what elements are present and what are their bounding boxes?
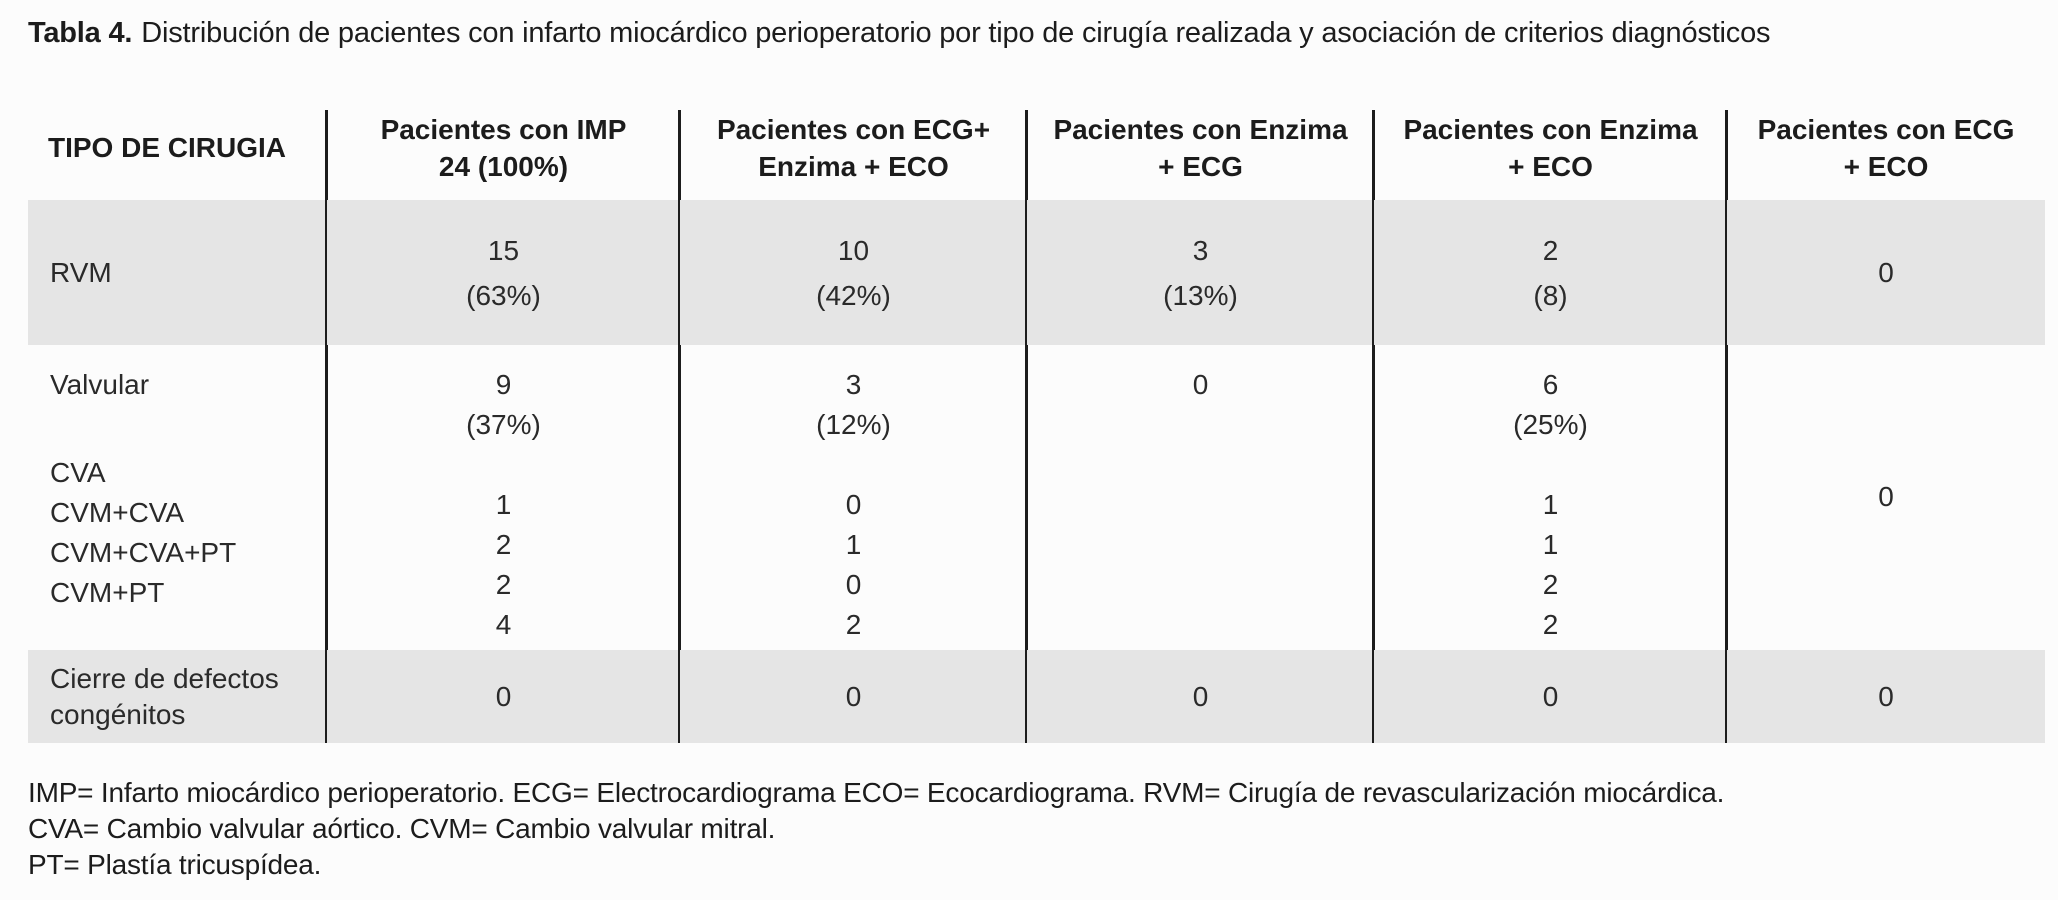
- value-count: 15: [487, 235, 520, 266]
- value-count: 0: [495, 680, 512, 712]
- row-valvular-ecg-enzima-eco-cell: 3 (12%) 0 1 0 2: [680, 345, 1028, 650]
- row-rvm-imp-cell: 15 (63%): [327, 200, 681, 345]
- header-enzima-eco: Pacientes con Enzima + ECO: [1374, 95, 1728, 200]
- row-cierre-ecg-eco-cell: 0: [1727, 650, 2045, 743]
- header-line1: Pacientes con Enzima: [1053, 114, 1348, 145]
- data-table: TIPO DE CIRUGIA Pacientes con IMP 24 (10…: [28, 95, 2045, 743]
- surgery-type-label: Cierre de defectos congénitos: [50, 661, 279, 733]
- row-cierre-enzima-ecg-cell: 0: [1027, 650, 1375, 743]
- label-line2: congénitos: [50, 698, 186, 730]
- sub-label: CVM+CVA+PT: [50, 537, 237, 568]
- value-count: 6: [1542, 369, 1559, 400]
- header-ecg-enzima-eco: Pacientes con ECG+ Enzima + ECO: [680, 95, 1028, 200]
- surgery-type-label: RVM: [50, 257, 112, 288]
- sub-values: 1 2 2 4: [327, 485, 680, 645]
- value-count: 3: [845, 369, 862, 400]
- header-line1: Pacientes con ECG: [1757, 114, 2015, 145]
- row-cierre-enzima-eco-cell: 0: [1374, 650, 1728, 743]
- sub-values: 0 1 0 2: [680, 485, 1027, 645]
- sub-value: 2: [845, 609, 862, 640]
- header-tipo-de-cirugia: TIPO DE CIRUGIA: [28, 95, 328, 200]
- valvular-sub-labels: CVA CVM+CVA CVM+CVA+PT CVM+PT: [50, 453, 327, 613]
- value-percent: (25%): [1513, 409, 1588, 440]
- sub-value: 4: [495, 609, 512, 640]
- value-percent: (8): [1533, 280, 1568, 311]
- sub-value: 0: [845, 569, 862, 600]
- table-footnotes: IMP= Infarto miocárdico perioperatorio. …: [28, 775, 2045, 883]
- footnote-abbreviations-1: IMP= Infarto miocárdico perioperatorio. …: [28, 777, 1725, 808]
- row-valvular-enzima-eco-cell: 6 (25%) 1 1 2 2: [1374, 345, 1728, 650]
- sub-value: 2: [495, 569, 512, 600]
- sub-value: 0: [845, 489, 862, 520]
- value-count: 0: [1542, 680, 1559, 712]
- header-line2: Enzima + ECO: [758, 151, 949, 182]
- table-number: Tabla 4.: [28, 17, 133, 49]
- table-caption: Distribución de pacientes con infarto mi…: [141, 17, 1771, 49]
- value-percent: (12%): [816, 409, 891, 440]
- sub-label: CVM+CVA: [50, 497, 185, 528]
- value-percent: (42%): [816, 280, 891, 311]
- header-line2: + ECO: [1508, 151, 1593, 182]
- value-count: 2: [1542, 235, 1559, 266]
- row-rvm-enzima-ecg-cell: 3 (13%): [1027, 200, 1375, 345]
- value-count: 10: [837, 235, 870, 266]
- row-valvular-ecg-eco-cell: 0: [1727, 345, 2045, 650]
- header-line1: Pacientes con IMP: [380, 114, 627, 145]
- header-line2: + ECG: [1158, 151, 1243, 182]
- row-cierre-label-cell: Cierre de defectos congénitos: [28, 650, 328, 743]
- value-count: 0: [1192, 680, 1209, 712]
- row-rvm-enzima-eco-cell: 2 (8): [1374, 200, 1728, 345]
- header-line1: Pacientes con ECG+: [716, 114, 991, 145]
- value-count: 0: [1878, 680, 1894, 712]
- footnote-abbreviations-3: PT= Plastía tricuspídea.: [28, 849, 322, 880]
- row-cierre-ecg-enzima-eco-cell: 0: [680, 650, 1028, 743]
- sub-label: CVA: [50, 457, 106, 488]
- header-line2: + ECO: [1843, 151, 1929, 182]
- row-valvular-imp-cell: 9 (37%) 1 2 2 4: [327, 345, 681, 650]
- header-ecg-eco: Pacientes con ECG + ECO: [1727, 95, 2045, 200]
- value-percent: (63%): [466, 280, 541, 311]
- label-line1: Cierre de defectos: [50, 662, 279, 694]
- header-enzima-ecg: Pacientes con Enzima + ECG: [1027, 95, 1375, 200]
- value-count: 3: [1192, 235, 1209, 266]
- value-count: 0: [845, 680, 862, 712]
- row-rvm-label-cell: RVM: [28, 200, 328, 345]
- value-count: 0: [1878, 257, 1894, 288]
- header-line2: 24 (100%): [438, 151, 569, 182]
- header-pacientes-imp: Pacientes con IMP 24 (100%): [327, 95, 681, 200]
- value-count: 0: [1192, 369, 1209, 400]
- sub-values: 1 1 2 2: [1374, 485, 1727, 645]
- value-count: 0: [1878, 481, 1894, 512]
- value-percent: (37%): [466, 409, 541, 440]
- surgery-type-label: Valvular: [50, 369, 150, 400]
- row-rvm-ecg-eco-cell: 0: [1727, 200, 2045, 345]
- row-cierre-imp-cell: 0: [327, 650, 681, 743]
- value-count: 9: [495, 369, 512, 400]
- sub-value: 2: [1542, 609, 1559, 640]
- sub-value: 2: [1542, 569, 1559, 600]
- sub-value: 1: [1542, 489, 1559, 520]
- sub-value: 1: [1542, 529, 1559, 560]
- row-rvm-ecg-enzima-eco-cell: 10 (42%): [680, 200, 1028, 345]
- sub-value: 2: [495, 529, 512, 560]
- sub-value: 1: [845, 529, 862, 560]
- value-percent: (13%): [1163, 280, 1238, 311]
- header-line1: Pacientes con Enzima: [1403, 114, 1698, 145]
- row-valvular-enzima-ecg-cell: 0: [1027, 345, 1375, 650]
- row-valvular-label-cell: Valvular CVA CVM+CVA CVM+CVA+PT CVM+PT: [28, 345, 328, 650]
- sub-label: CVM+PT: [50, 577, 165, 608]
- table-title: Tabla 4. Distribución de pacientes con in…: [28, 16, 2045, 50]
- header-label: TIPO DE CIRUGIA: [48, 132, 287, 163]
- sub-value: 1: [495, 489, 512, 520]
- footnote-abbreviations-2: CVA= Cambio valvular aórtico. CVM= Cambi…: [28, 813, 776, 844]
